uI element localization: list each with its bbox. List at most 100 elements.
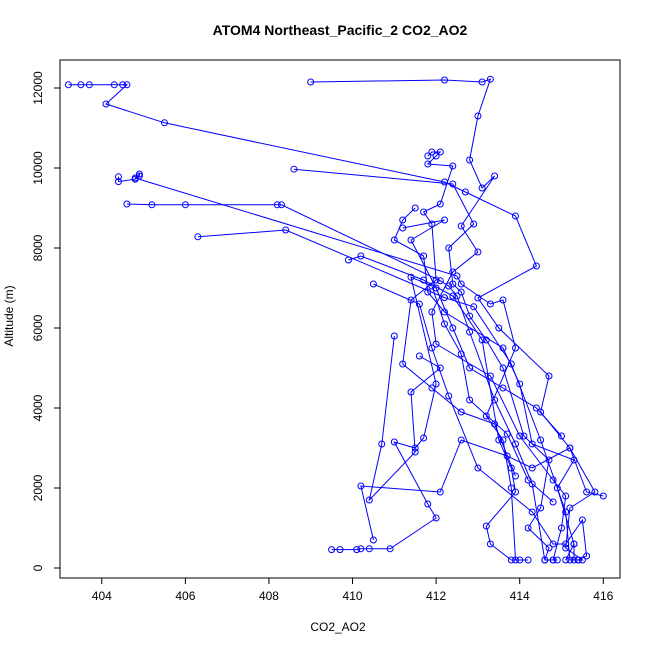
data-point xyxy=(558,524,565,532)
y-tick-label: 4000 xyxy=(31,394,45,421)
data-point xyxy=(495,324,503,332)
data-point xyxy=(436,364,444,372)
data-point xyxy=(64,81,72,89)
data-point xyxy=(478,78,486,86)
data-point xyxy=(512,344,519,352)
x-tick-label: 410 xyxy=(343,589,363,603)
data-point xyxy=(445,244,453,252)
data-point xyxy=(532,404,540,412)
data-point xyxy=(428,148,436,156)
data-point xyxy=(85,81,93,89)
data-point xyxy=(336,546,344,554)
data-point xyxy=(528,464,536,472)
data-point xyxy=(457,222,465,230)
data-point xyxy=(119,81,127,89)
data-point xyxy=(436,277,444,285)
data-point xyxy=(553,556,561,564)
data-point xyxy=(436,200,444,208)
data-point xyxy=(566,556,574,564)
series-line xyxy=(348,255,529,561)
flight-profile-12 xyxy=(399,216,565,440)
data-point xyxy=(390,438,398,446)
data-point xyxy=(307,78,315,86)
data-point xyxy=(599,492,607,500)
flight-profile-13 xyxy=(399,148,519,480)
data-point xyxy=(457,280,465,288)
data-point xyxy=(578,516,586,524)
data-point xyxy=(474,112,482,120)
data-point xyxy=(344,256,352,264)
flight-profile-2 xyxy=(307,75,570,564)
series-line xyxy=(368,335,442,502)
data-point xyxy=(278,201,285,209)
data-point xyxy=(449,292,457,300)
data-point xyxy=(507,556,515,564)
flight-profile-8 xyxy=(369,280,591,564)
y-tick-label: 2000 xyxy=(31,474,45,501)
data-point xyxy=(457,436,465,444)
data-point xyxy=(424,152,432,160)
data-point xyxy=(461,188,469,196)
data-point xyxy=(449,280,457,288)
flight-profile-6 xyxy=(194,226,582,564)
data-point xyxy=(499,296,507,304)
flight-profile-14 xyxy=(390,204,578,564)
data-point xyxy=(357,545,365,553)
data-point xyxy=(512,488,519,496)
flight-profile-4 xyxy=(115,170,524,564)
data-point xyxy=(399,216,407,224)
data-point xyxy=(369,280,377,288)
data-point xyxy=(516,432,524,440)
chart-title: ATOM4 Northeast_Pacific_2 CO2_AO2 xyxy=(213,22,468,38)
data-point xyxy=(369,536,377,544)
flight-profile-3 xyxy=(290,165,553,564)
data-point xyxy=(491,396,499,404)
data-point xyxy=(566,504,574,512)
data-point xyxy=(424,160,432,168)
data-point xyxy=(432,284,440,292)
data-point xyxy=(578,556,586,564)
data-point xyxy=(532,262,540,270)
data-point xyxy=(466,328,474,336)
data-point xyxy=(102,100,110,108)
data-point xyxy=(549,556,557,564)
data-point xyxy=(591,488,599,496)
data-point xyxy=(411,448,419,456)
data-point xyxy=(399,360,407,368)
data-point xyxy=(457,288,465,296)
data-point xyxy=(432,152,440,160)
y-axis-label: Altitude (m) xyxy=(2,285,16,346)
data-point xyxy=(420,434,428,442)
series-line xyxy=(293,168,550,561)
data-point xyxy=(466,364,474,372)
y-tick-label: 0 xyxy=(31,564,45,571)
plot-frame xyxy=(59,59,621,579)
data-point xyxy=(441,294,448,302)
data-point xyxy=(428,308,436,316)
data-point xyxy=(486,75,494,83)
series-line xyxy=(310,78,567,561)
data-point xyxy=(512,472,519,480)
series-line xyxy=(331,276,554,551)
data-point xyxy=(378,440,386,448)
data-point xyxy=(583,552,591,560)
data-point xyxy=(562,556,570,564)
data-point xyxy=(273,201,281,209)
data-point xyxy=(432,380,440,388)
data-point xyxy=(353,546,361,554)
data-point xyxy=(131,174,139,182)
data-point xyxy=(474,248,482,256)
data-point xyxy=(424,500,432,508)
data-point xyxy=(390,236,398,244)
x-axis: 404 406 408 410 412 414 416 xyxy=(92,577,614,603)
x-tick-label: 414 xyxy=(510,589,530,603)
data-point xyxy=(553,484,561,492)
data-point xyxy=(441,76,448,84)
data-point xyxy=(110,81,118,89)
data-point xyxy=(486,372,494,380)
data-point xyxy=(562,540,570,548)
data-point xyxy=(541,556,549,564)
x-tick-label: 408 xyxy=(259,589,279,603)
data-point xyxy=(449,162,457,170)
data-point xyxy=(445,282,453,290)
